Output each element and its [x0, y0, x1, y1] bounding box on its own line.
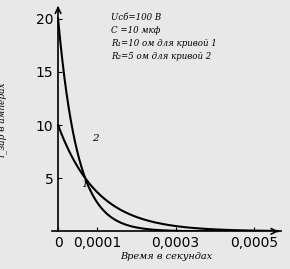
Text: i_зар в амперах: i_зар в амперах	[0, 82, 7, 157]
Text: 1: 1	[81, 180, 87, 189]
X-axis label: Время в секундах: Время в секундах	[121, 252, 213, 261]
Text: Uсб=100 В
C =10 мкф
R₁=10 ом для кривой 1
R₂=5 ом для кривой 2: Uсб=100 В C =10 мкф R₁=10 ом для кривой …	[111, 13, 217, 61]
Text: 2: 2	[93, 134, 99, 143]
